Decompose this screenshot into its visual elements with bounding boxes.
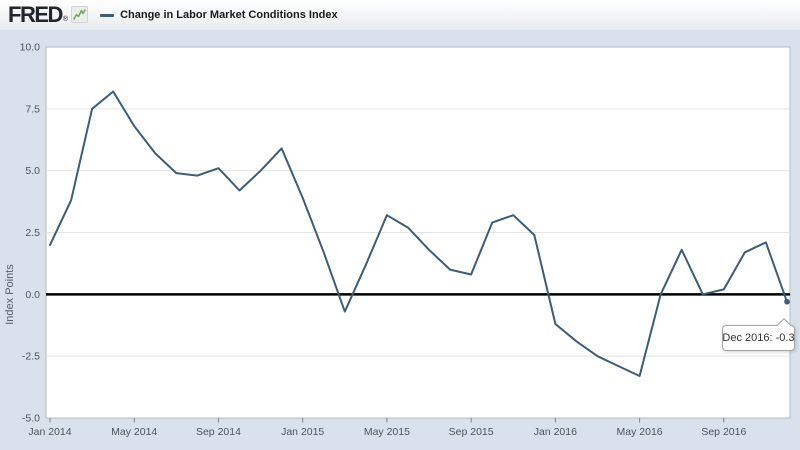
x-tick-label: Sep 2014 [196,426,241,438]
legend-label: Change in Labor Market Conditions Index [120,9,338,21]
fred-logo-text: FRED [8,2,63,27]
x-tick-label: Jan 2014 [28,426,71,438]
tooltip: Dec 2016: -0.3 [722,317,795,351]
chart-header: FRED ® Change in Labor Market Conditions… [0,0,800,30]
x-tick-label: May 2014 [111,426,157,438]
x-tick-label: May 2016 [617,426,663,438]
y-tick-label: 10.0 [20,42,41,54]
x-tick-label: May 2015 [364,426,410,438]
y-tick-label: -5.0 [22,413,40,425]
series-line[interactable] [49,90,788,377]
x-tick-label: Jan 2015 [281,426,324,438]
hovered-point-marker [784,298,790,305]
y-axis-title: Index Points [4,264,16,325]
chart-canvas[interactable]: 10.0 7.5 5.0 2.5 0.0 -2.5 -5.0 Index Points Jan … [0,30,800,450]
fred-sparkline-icon [71,6,89,23]
chart-svg[interactable]: 10.0 7.5 5.0 2.5 0.0 -2.5 -5.0 Index Points Jan … [0,30,800,450]
y-tick-label: 5.0 [25,165,40,177]
series-legend: Change in Labor Market Conditions Index [100,9,338,21]
legend-line-swatch [100,13,115,17]
y-tick-label: -2.5 [22,351,40,363]
x-tick-label: Sep 2016 [701,426,746,438]
tooltip-text: Dec 2016: -0.3 [722,332,795,344]
y-tick-label: 7.5 [25,103,40,115]
x-tick-label: Sep 2015 [449,426,494,438]
registered-trademark: ® [62,16,69,23]
y-tick-label: 2.5 [25,227,40,239]
fred-logo[interactable]: FRED ® [8,2,89,28]
x-tick-label: Jan 2016 [534,426,577,438]
y-tick-label: 0.0 [25,289,40,301]
